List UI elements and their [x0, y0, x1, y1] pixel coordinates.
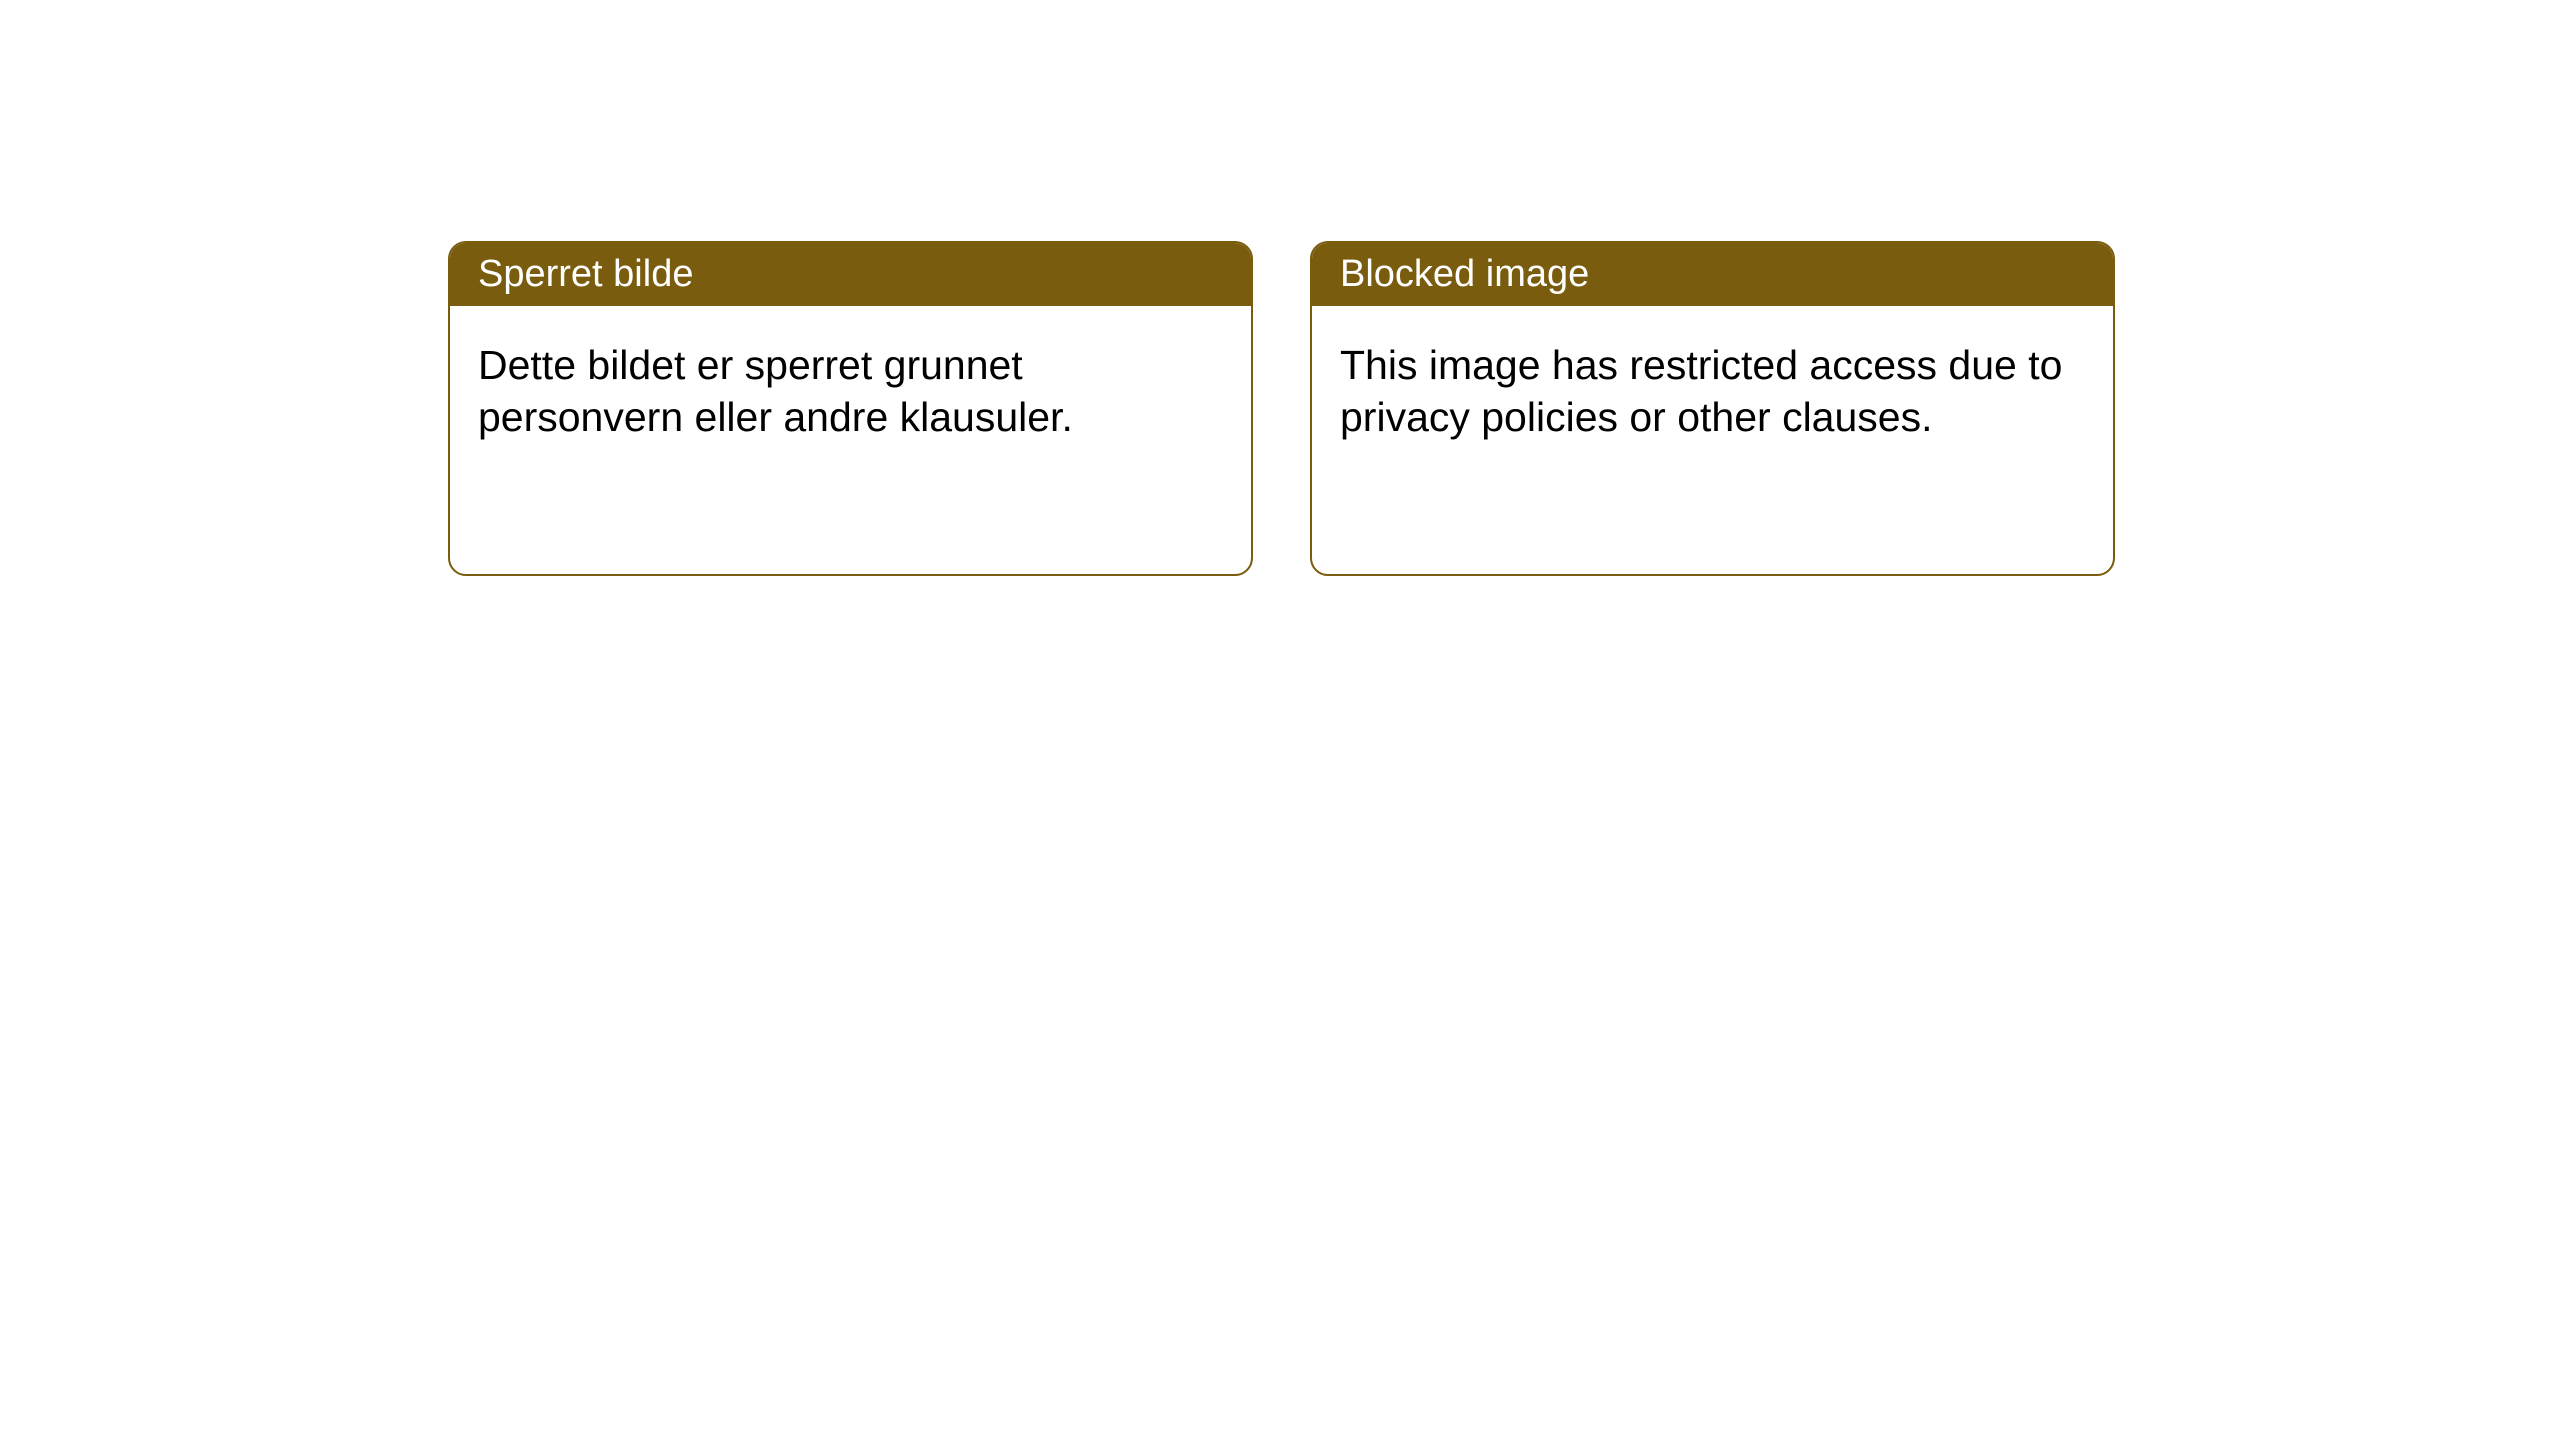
notice-card-norwegian: Sperret bilde Dette bildet er sperret gr…	[448, 241, 1253, 576]
notice-cards-container: Sperret bilde Dette bildet er sperret gr…	[448, 241, 2115, 576]
card-header: Sperret bilde	[450, 243, 1251, 306]
card-body-text: This image has restricted access due to …	[1340, 342, 2062, 440]
card-body: Dette bildet er sperret grunnet personve…	[450, 306, 1251, 477]
card-header-text: Blocked image	[1340, 253, 1589, 295]
card-header: Blocked image	[1312, 243, 2113, 306]
card-body-text: Dette bildet er sperret grunnet personve…	[478, 342, 1073, 440]
card-body: This image has restricted access due to …	[1312, 306, 2113, 477]
card-header-text: Sperret bilde	[478, 253, 693, 295]
notice-card-english: Blocked image This image has restricted …	[1310, 241, 2115, 576]
